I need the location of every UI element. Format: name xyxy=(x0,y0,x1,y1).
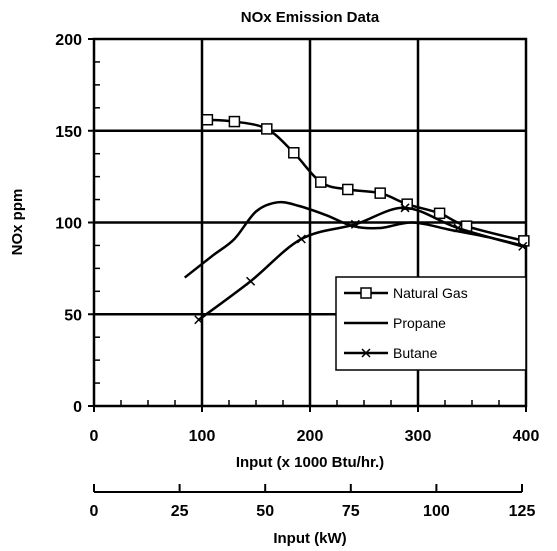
x-tick-label: 100 xyxy=(189,428,216,445)
butane-point xyxy=(296,234,306,244)
y-tick-label: 100 xyxy=(55,216,82,233)
x-tick-label: 0 xyxy=(90,428,99,445)
x2-tick-label: 25 xyxy=(171,503,189,520)
x-axis-ticks: 0 100 200 300 400 xyxy=(90,406,540,445)
natural-gas-point xyxy=(433,207,446,220)
x-axis-label: Input (x 1000 Btu/hr.) xyxy=(236,454,384,471)
x2-tick-label: 75 xyxy=(342,503,360,520)
series-layer xyxy=(183,113,530,325)
legend-label-propane: Propane xyxy=(393,315,446,331)
natural-gas-point xyxy=(342,183,354,196)
legend: Natural Gas Propane Butane xyxy=(335,276,527,371)
y-tick-label: 200 xyxy=(55,32,82,49)
secondary-x-axis-label: Input (kW) xyxy=(273,530,346,547)
butane-point xyxy=(194,315,204,325)
natural-gas-point xyxy=(315,176,327,188)
x2-tick-label: 0 xyxy=(90,503,99,520)
butane-point xyxy=(246,276,256,286)
natural-gas-point xyxy=(261,123,273,135)
butane-point xyxy=(350,219,360,229)
natural-gas-point xyxy=(201,113,214,126)
butane-point xyxy=(518,241,528,251)
natural-gas-point xyxy=(228,115,241,128)
x-tick-label: 200 xyxy=(297,428,324,445)
legend-label-butane: Butane xyxy=(393,345,438,361)
butane-point xyxy=(453,223,463,233)
butane-point xyxy=(400,203,410,213)
x2-tick-label: 125 xyxy=(509,503,536,520)
x2-tick-label: 50 xyxy=(256,503,274,520)
y-tick-label: 50 xyxy=(64,307,82,324)
x-tick-label: 400 xyxy=(513,428,540,445)
chart-title: NOx Emission Data xyxy=(241,9,380,26)
y-axis-ticks: 0 50 100 150 200 xyxy=(55,32,94,416)
legend-marker-natural-gas xyxy=(360,287,372,299)
y-tick-label: 150 xyxy=(55,124,82,141)
y-tick-label: 0 xyxy=(73,399,82,416)
legend-label-natural-gas: Natural Gas xyxy=(393,285,468,301)
y-axis-label: NOx ppm xyxy=(9,189,26,256)
secondary-x-axis: 0 25 50 75 100 125 xyxy=(90,484,536,520)
legend-marker-butane xyxy=(361,348,371,358)
natural-gas-point xyxy=(374,187,386,199)
x-tick-label: 300 xyxy=(405,428,432,445)
x2-tick-label: 100 xyxy=(423,503,450,520)
natural-gas-point xyxy=(288,147,300,159)
propane-line xyxy=(183,200,527,279)
